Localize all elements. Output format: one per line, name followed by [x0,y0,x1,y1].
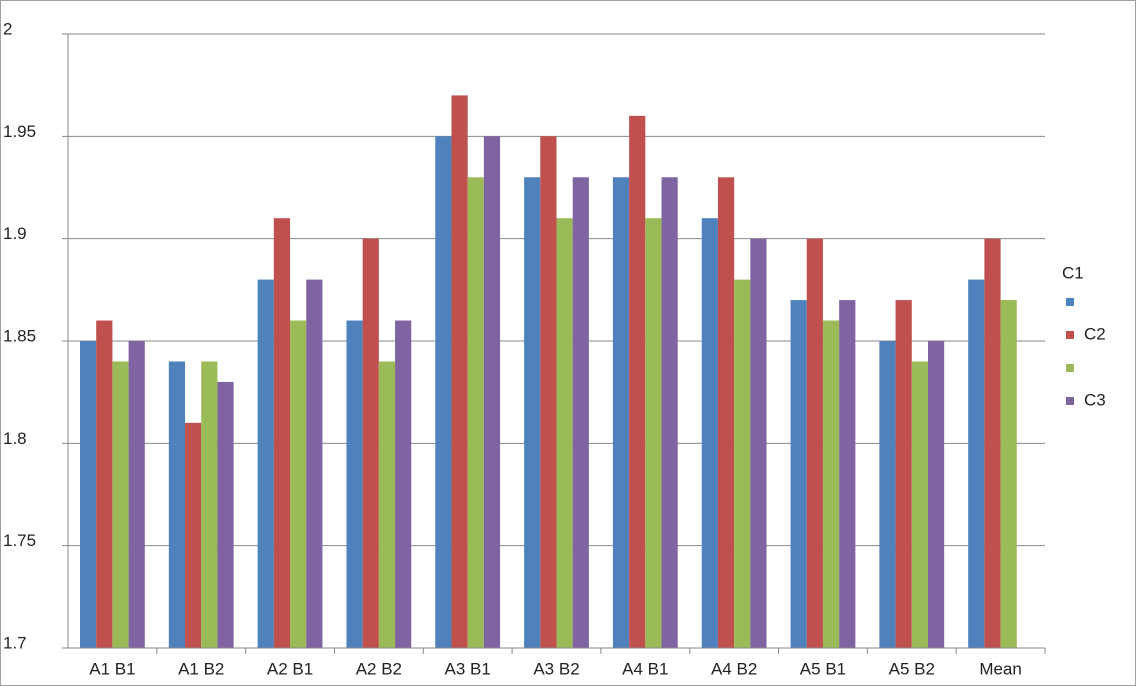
bar [378,361,396,648]
bar [395,320,412,648]
y-tick-label: 2 [3,19,12,38]
bar [540,136,557,649]
y-tick-label: 1.75 [3,531,36,550]
bar [661,177,678,648]
bar [984,238,1001,648]
bar [1000,300,1017,648]
bar [524,177,541,648]
legend-label: C3 [1084,390,1106,409]
bar [750,238,767,648]
bar [895,300,912,648]
x-tick-label: Mean [979,659,1022,678]
bar [306,279,323,648]
bar [629,115,646,648]
bar [273,218,291,648]
bar [362,238,379,648]
bar [435,136,452,649]
legend-marker [1066,364,1074,372]
bar [128,341,145,648]
bar [467,177,484,648]
y-tick-label: 1.85 [3,326,36,345]
bar [572,177,589,648]
bar [717,177,735,648]
x-tick-label: A3 B1 [445,659,491,678]
bar [556,218,573,648]
y-tick-label: 1.9 [3,224,27,243]
bar [217,381,234,648]
y-tick-label: 1.8 [3,429,27,448]
bar [346,320,363,648]
bar [612,177,630,648]
y-tick-label: 1.95 [3,122,36,141]
bar [483,136,501,649]
x-tick-label: A5 B1 [800,659,846,678]
x-tick-label: A4 B2 [711,659,757,678]
bar [879,341,896,648]
x-tick-label: A2 B2 [356,659,402,678]
bar [911,361,928,648]
x-tick-label: A1 B2 [178,659,224,678]
bar [257,279,274,648]
x-tick-label: A5 B2 [889,659,935,678]
x-tick-label: A2 B1 [267,659,313,678]
bar [290,320,307,648]
bar [185,422,202,648]
bar [968,279,985,648]
legend-marker [1066,397,1074,405]
bar [806,238,823,648]
bar [927,341,945,648]
legend-marker [1066,298,1074,306]
bar [790,300,807,648]
y-tick-label: 1.7 [3,633,27,652]
x-tick-label: A3 B2 [533,659,579,678]
bar [96,320,113,648]
bar [80,341,97,648]
bar [839,300,856,648]
bar [201,361,218,648]
bar [451,95,468,648]
legend-marker [1066,331,1074,339]
legend-label: C2 [1084,324,1106,343]
bar [734,279,751,648]
bar [645,218,662,648]
bar [822,320,840,648]
x-tick-label: A4 B1 [622,659,668,678]
bar [112,361,129,648]
legend-label: C1 [1062,263,1084,282]
x-tick-label: A1 B1 [89,659,135,678]
bar [701,218,718,648]
bar [168,361,186,648]
